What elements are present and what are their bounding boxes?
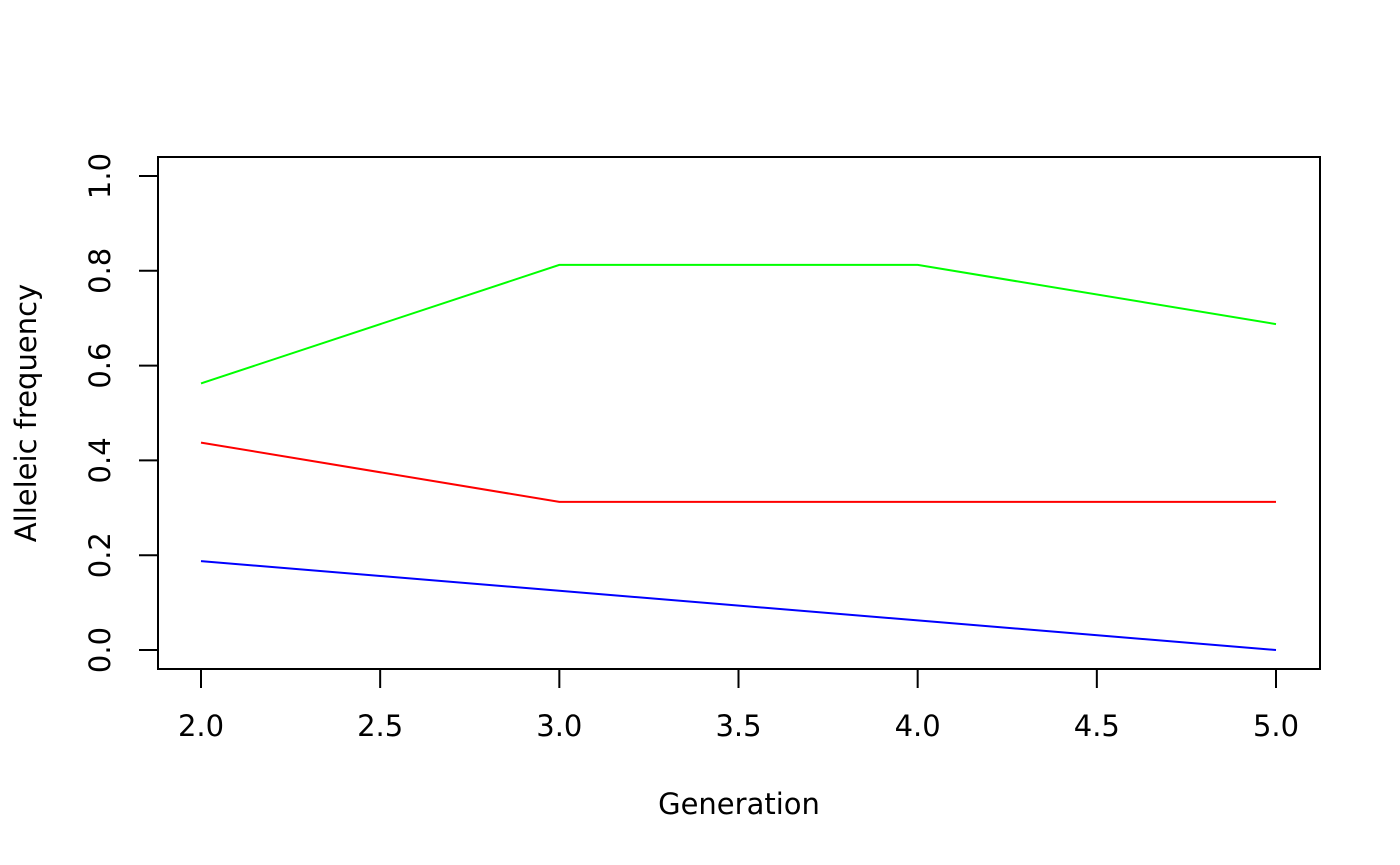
y-tick-label: 1.0 [83, 153, 117, 199]
x-tick-label: 4.0 [895, 709, 941, 743]
series-line-3 [200, 560, 1277, 651]
y-tick-label: 0.0 [83, 627, 117, 673]
series-line-2 [200, 441, 1276, 503]
y-axis-title: Alleleic frequency [9, 284, 43, 542]
x-tick-label: 3.5 [715, 709, 761, 743]
y-axis: 0.0 0.2 0.4 0.6 0.8 1.0 [83, 153, 159, 673]
x-tick-label: 2.5 [357, 709, 403, 743]
y-tick-label: 0.8 [83, 248, 117, 294]
series-layer [200, 263, 1277, 651]
x-axis: 2.0 2.5 3.0 3.5 4.0 4.5 5.0 [178, 668, 1299, 743]
x-tick-label: 3.0 [536, 709, 582, 743]
x-axis-title: Generation [658, 787, 820, 821]
x-tick-label: 2.0 [178, 709, 224, 743]
x-tick-label: 5.0 [1253, 709, 1299, 743]
y-tick-label: 0.6 [83, 343, 117, 389]
series-line-1 [200, 263, 1277, 385]
x-tick-label: 4.5 [1074, 709, 1120, 743]
y-tick-label: 0.4 [83, 437, 117, 483]
y-tick-label: 0.2 [83, 532, 117, 578]
